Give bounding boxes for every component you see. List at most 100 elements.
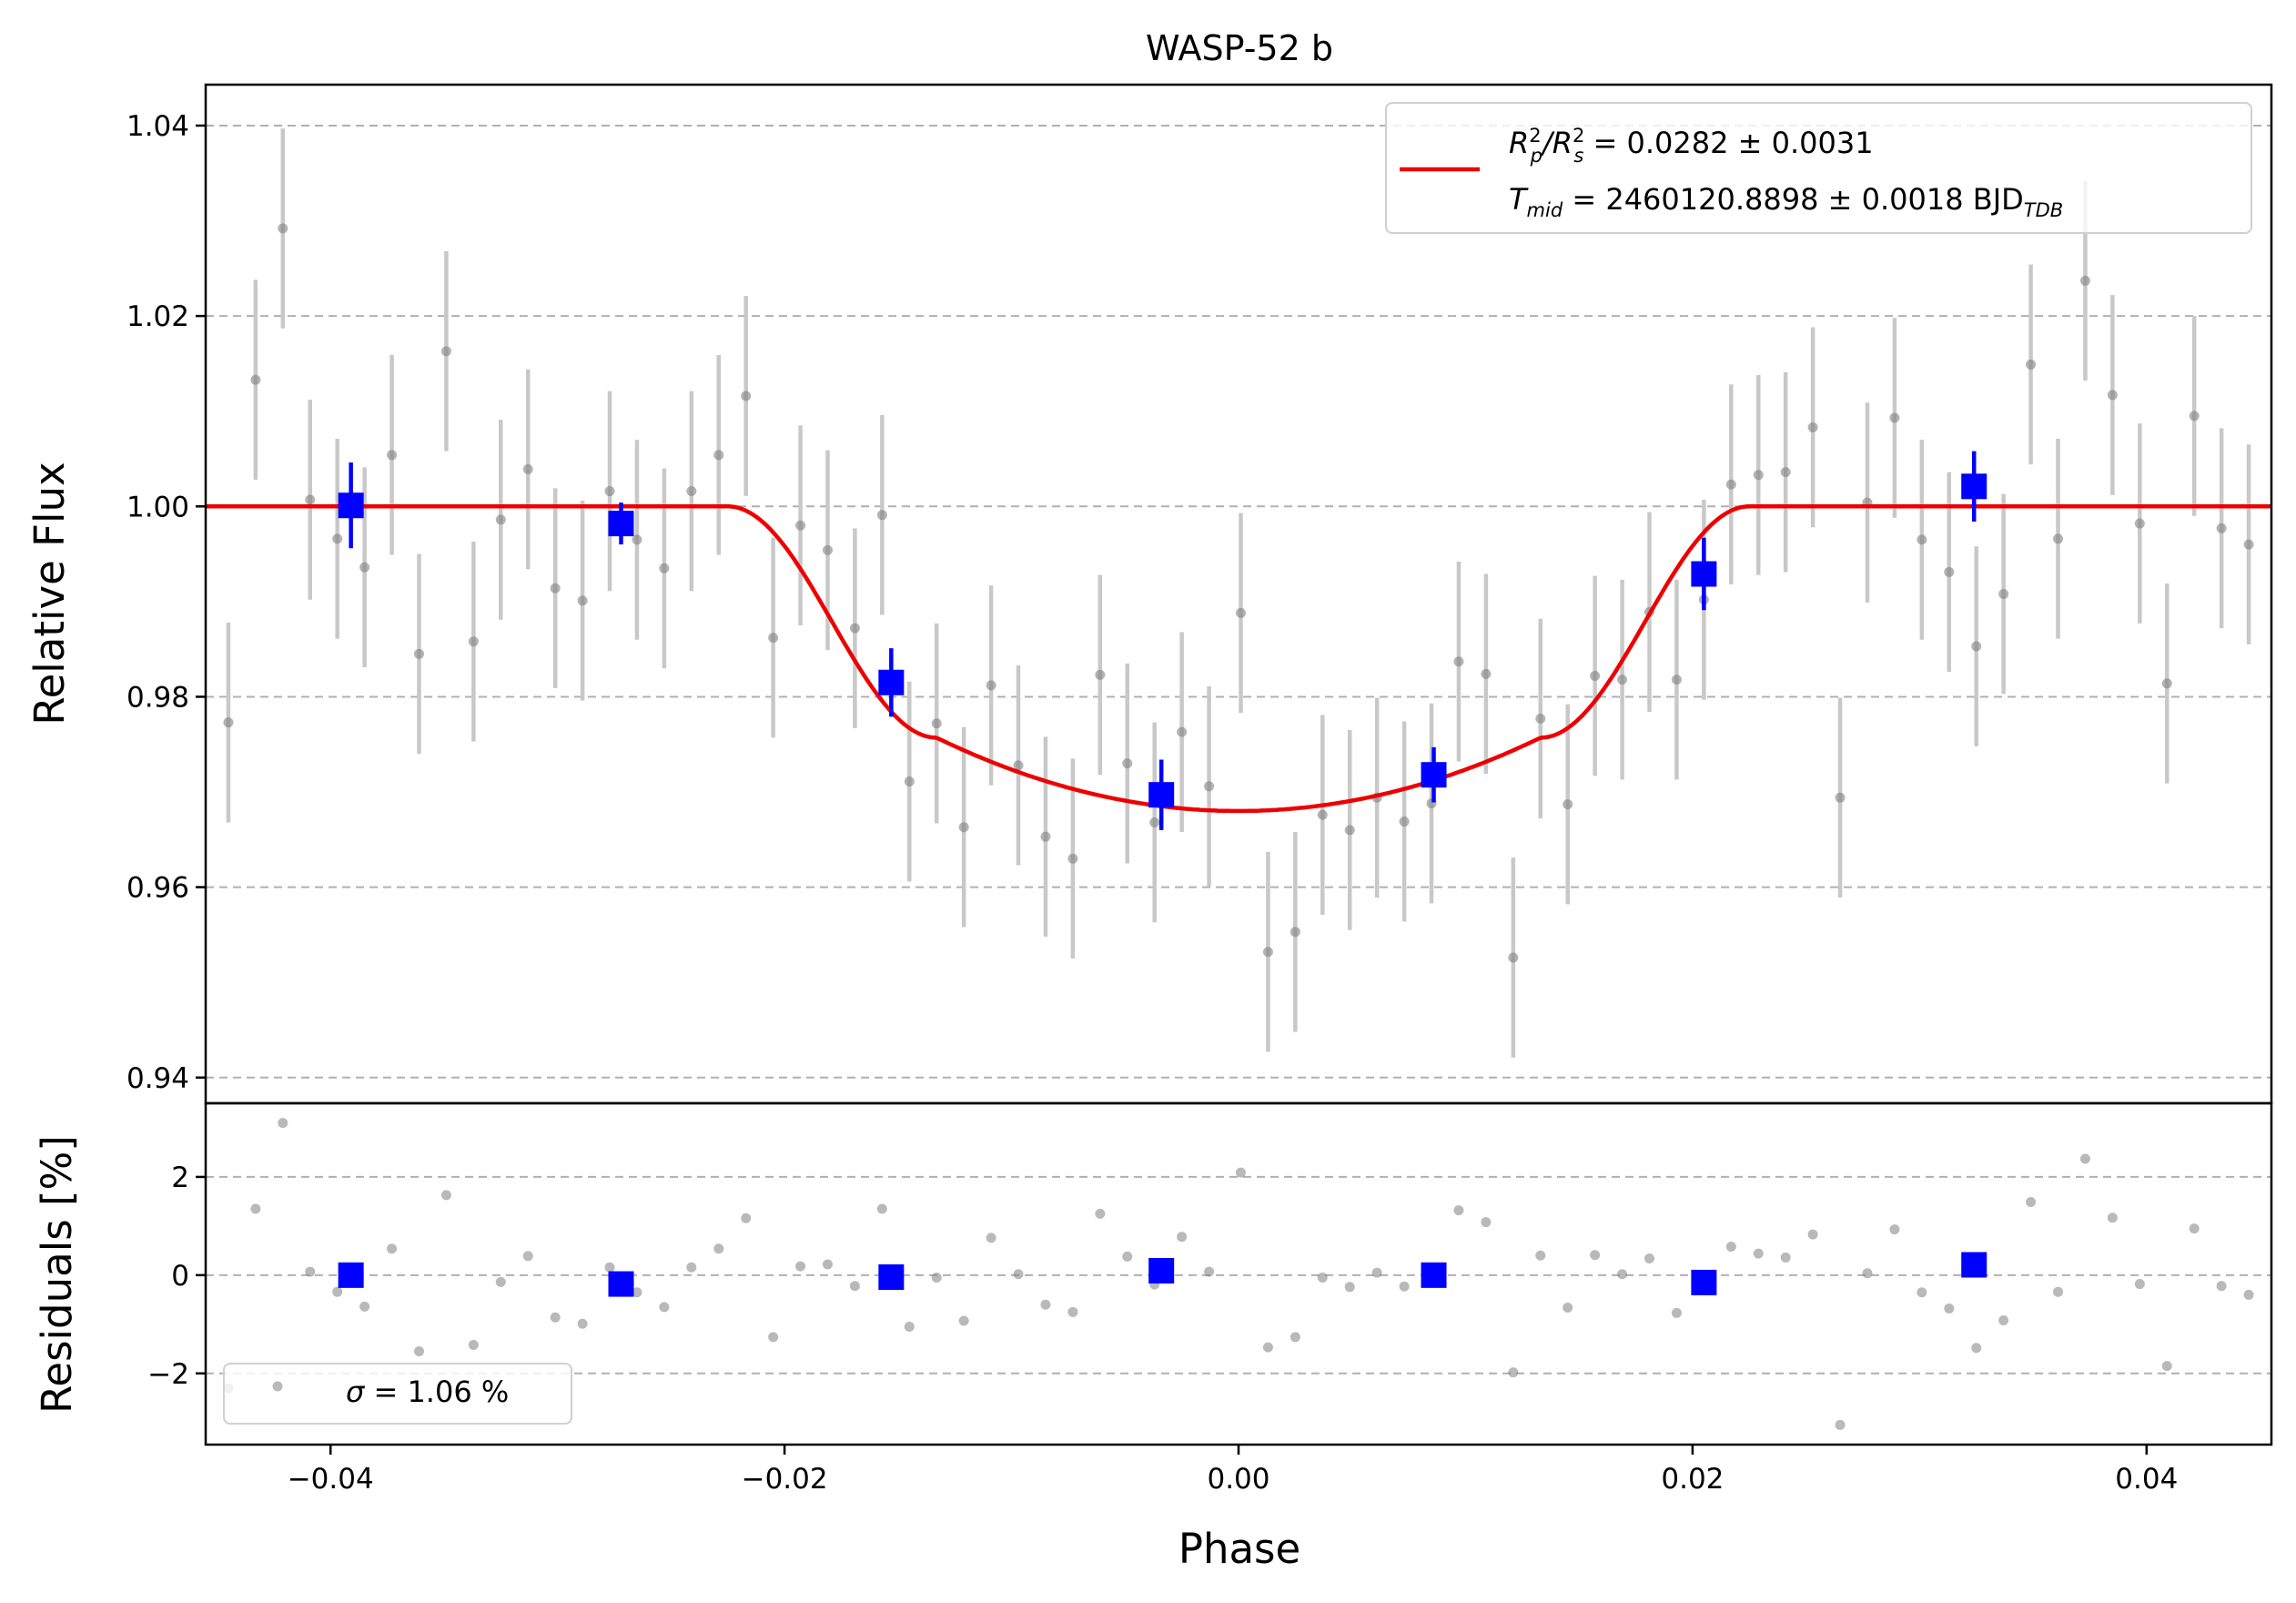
raw-flux-point [1262, 947, 1273, 958]
raw-flux-point [2079, 275, 2090, 286]
raw-flux-point [577, 595, 588, 606]
raw-residual-point [1535, 1250, 1546, 1261]
binned-residual-point [1148, 1257, 1175, 1283]
raw-residual-point [1862, 1268, 1873, 1279]
binned-flux-point [1148, 782, 1175, 808]
raw-residual-point [1889, 1224, 1900, 1235]
raw-residual-point [1177, 1232, 1188, 1243]
main-y-tick-label: 0.96 [126, 872, 189, 905]
binned-flux-point [338, 492, 364, 519]
raw-flux-point [359, 562, 370, 573]
raw-residual-point [2026, 1196, 2037, 1207]
raw-residual-point [1944, 1304, 1955, 1314]
raw-residual-point [413, 1345, 424, 1356]
raw-flux-point [1204, 781, 1215, 792]
raw-flux-point [1671, 675, 1682, 685]
raw-residual-point [1753, 1248, 1764, 1259]
raw-residual-point [1204, 1266, 1215, 1277]
binned-flux-point [1691, 561, 1717, 587]
x-tick-label: 0.02 [1661, 1463, 1724, 1496]
x-tick-label: 0.04 [2115, 1463, 2178, 1496]
raw-residual-point [522, 1251, 533, 1262]
raw-residual-point [1644, 1253, 1655, 1264]
raw-residual-point [2243, 1289, 2254, 1300]
raw-flux-point [1399, 816, 1410, 827]
raw-flux-point [1481, 668, 1492, 679]
raw-flux-point [1040, 831, 1051, 842]
raw-flux-point [413, 648, 424, 659]
raw-flux-point [849, 623, 860, 634]
raw-flux-point [795, 520, 806, 531]
raw-residual-point [849, 1281, 860, 1292]
raw-residual-point [931, 1273, 942, 1283]
raw-flux-point [1344, 825, 1355, 836]
raw-flux-point [1725, 479, 1736, 490]
raw-residual-point [1317, 1273, 1328, 1283]
binned-residual-point [878, 1264, 905, 1291]
raw-residual-point [741, 1212, 752, 1223]
raw-residual-point [1235, 1167, 1246, 1178]
raw-flux-point [278, 223, 288, 234]
raw-flux-point [1944, 566, 1955, 577]
raw-residual-point [2161, 1361, 2172, 1372]
raw-flux-point [1122, 758, 1133, 769]
raw-flux-point [550, 583, 561, 594]
raw-flux-point [2107, 390, 2118, 401]
raw-residual-point [577, 1318, 588, 1329]
raw-residual-point [686, 1262, 697, 1273]
raw-residual-point [1780, 1252, 1791, 1263]
main-y-tick-label: 1.00 [126, 491, 189, 523]
raw-residual-point [359, 1301, 370, 1312]
binned-flux-points [338, 451, 1988, 830]
residual-y-ticks: −2 0 2 [147, 1162, 206, 1391]
raw-residual-point [1590, 1250, 1601, 1261]
raw-residual-point [632, 1287, 642, 1298]
raw-flux-point [1889, 412, 1900, 423]
raw-residual-point [1807, 1229, 1818, 1240]
raw-residual-point [2189, 1223, 2200, 1234]
raw-residual-point [1563, 1302, 1573, 1313]
raw-residual-point [1617, 1269, 1628, 1280]
raw-flux-point [1617, 675, 1628, 685]
raw-flux-point [2189, 411, 2200, 421]
main-y-tick-label: 0.94 [126, 1062, 189, 1095]
raw-flux-point [468, 636, 479, 647]
raw-flux-point [223, 717, 234, 728]
binned-flux-point [878, 669, 905, 695]
raw-flux-point [686, 486, 697, 497]
main-legend-box [1385, 102, 2252, 234]
raw-flux-point [440, 346, 451, 357]
raw-residual-point [387, 1243, 398, 1254]
raw-flux-point [250, 374, 261, 385]
raw-flux-point [1149, 817, 1160, 827]
raw-residual-point [1290, 1332, 1300, 1343]
raw-flux-point [1453, 656, 1464, 667]
raw-flux-point [1177, 726, 1188, 737]
residual-y-tick-label: 0 [171, 1260, 189, 1293]
raw-residual-point [550, 1312, 561, 1323]
raw-flux-point [2134, 518, 2145, 529]
raw-flux-point [931, 718, 942, 729]
raw-residual-point [1971, 1343, 1982, 1354]
raw-residual-point [713, 1243, 724, 1254]
residual-legend: σ = 1.06 % [223, 1363, 572, 1425]
main-flux-panel: 0.94 0.96 0.98 1.00 1.02 1.04 [126, 83, 2273, 1105]
residual-legend-box [223, 1363, 572, 1425]
raw-flux-point [2053, 533, 2064, 544]
raw-flux-point [1535, 713, 1546, 724]
raw-residual-point [1481, 1217, 1492, 1228]
raw-residual-point [1508, 1367, 1519, 1378]
raw-flux-point [1807, 421, 1818, 432]
raw-residual-point [876, 1203, 887, 1214]
x-tick-label: −0.02 [742, 1463, 828, 1496]
raw-flux-point [1780, 467, 1791, 478]
raw-flux-point [1508, 952, 1519, 963]
raw-flux-point [1067, 853, 1078, 864]
raw-flux-point [1971, 641, 1982, 652]
raw-residual-point [986, 1233, 996, 1243]
raw-flux-point [522, 464, 533, 475]
raw-flux-point [1290, 927, 1300, 938]
raw-residual-point [1998, 1314, 2009, 1325]
raw-residual-point [250, 1203, 261, 1214]
